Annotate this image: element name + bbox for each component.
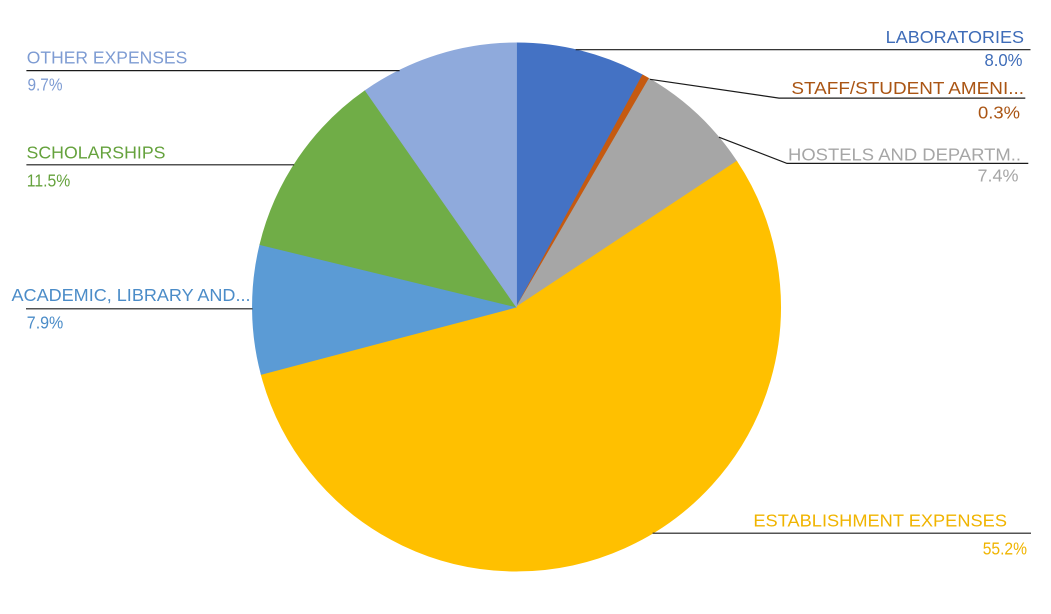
svg-text:SCHOLARSHIPS: SCHOLARSHIPS	[27, 143, 166, 163]
svg-text:ACADEMIC, LIBRARY AND...: ACADEMIC, LIBRARY AND...	[12, 285, 251, 305]
svg-text:9.7%: 9.7%	[28, 75, 63, 95]
svg-text:LABORATORIES: LABORATORIES	[886, 27, 1024, 47]
svg-text:11.5%: 11.5%	[27, 171, 71, 191]
svg-text:55.2%: 55.2%	[983, 538, 1027, 558]
svg-text:ESTABLISHMENT EXPENSES: ESTABLISHMENT EXPENSES	[753, 510, 1007, 530]
svg-text:OTHER EXPENSES: OTHER EXPENSES	[27, 47, 188, 67]
svg-text:0.3%: 0.3%	[978, 103, 1020, 123]
svg-text:7.9%: 7.9%	[27, 313, 64, 333]
svg-text:8.0%: 8.0%	[985, 50, 1023, 70]
svg-text:HOSTELS AND DEPARTM..: HOSTELS AND DEPARTM..	[788, 145, 1021, 165]
svg-text:STAFF/STUDENT AMENI...: STAFF/STUDENT AMENI...	[791, 78, 1024, 98]
svg-text:7.4%: 7.4%	[978, 166, 1019, 186]
